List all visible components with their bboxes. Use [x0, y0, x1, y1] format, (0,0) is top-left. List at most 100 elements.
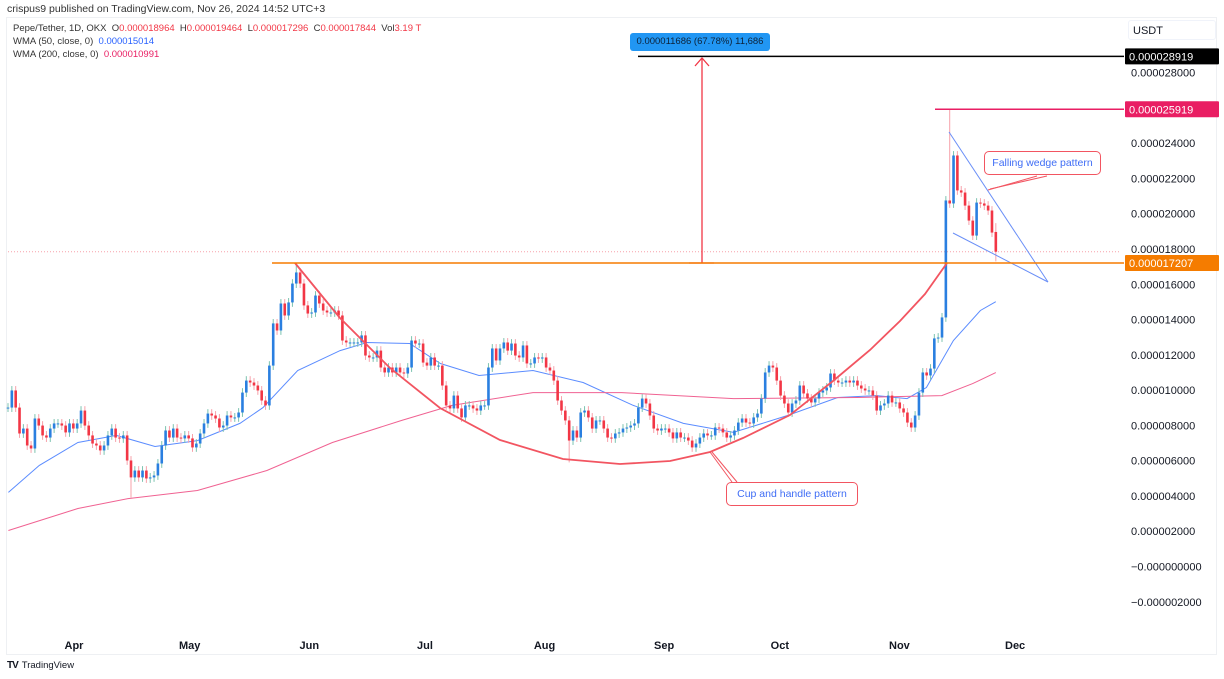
candle-down: [14, 390, 17, 408]
falling-wedge-label[interactable]: Falling wedge pattern: [984, 151, 1101, 175]
candle-down: [137, 470, 140, 478]
candle-up: [886, 395, 890, 404]
candle-down: [909, 422, 913, 428]
candle-down: [448, 405, 452, 409]
candle-up: [660, 428, 663, 431]
price-levels[interactable]: 0.000028919 0.000025919 0.000017207: [272, 48, 1219, 271]
candle-up: [467, 405, 471, 407]
candle-up: [202, 423, 206, 434]
candle-down: [60, 423, 64, 426]
candle-down: [318, 295, 321, 304]
candle-down: [321, 303, 325, 311]
candle-up: [33, 418, 37, 449]
wma200-label: WMA (200, close, 0): [13, 49, 99, 60]
candle-up: [371, 357, 375, 359]
candle-up: [675, 432, 679, 439]
wedge-lower-line[interactable]: [952, 232, 1049, 283]
candle-up: [152, 475, 156, 478]
axes[interactable]: 0.000028000 0.000024000 0.000022000 0.00002…: [65, 68, 1202, 652]
y-tick-label: 0.000010000: [1131, 385, 1195, 397]
candle-down: [175, 428, 179, 438]
candle-down: [337, 310, 340, 316]
y-tick-label: 0.000018000: [1131, 244, 1195, 256]
wma50-row[interactable]: WMA (50, close, 0) 0.000015014: [13, 35, 421, 48]
candle-down: [306, 305, 310, 314]
measure-label[interactable]: 0.000011686 (67.78%) 11,686: [630, 33, 770, 51]
candle-down: [906, 412, 909, 423]
candle-down: [514, 343, 517, 356]
high-price-label: 0.000025919: [1129, 104, 1193, 116]
candle-down: [690, 440, 694, 448]
candle-down: [118, 437, 121, 439]
candle-up: [410, 340, 413, 368]
y-tick-label: 0.000028000: [1131, 68, 1195, 80]
candle-up: [694, 443, 698, 448]
candle-down: [602, 420, 606, 429]
candle-up: [6, 407, 10, 409]
candle-down: [706, 433, 709, 436]
tradingview-logo[interactable]: TV TradingView: [7, 660, 74, 671]
candle-down: [229, 415, 233, 418]
candle-up: [387, 367, 390, 373]
wma50-line: [8, 301, 997, 493]
candle-up: [164, 430, 167, 446]
y-tick-label: 0.000022000: [1131, 173, 1195, 185]
support-price-badge: [1125, 254, 1219, 271]
wma200-row[interactable]: WMA (200, close, 0) 0.000010991: [13, 48, 421, 61]
candle-up: [52, 423, 56, 429]
x-tick-label: Oct: [771, 640, 790, 652]
candle-up: [22, 428, 25, 434]
candle-down: [275, 323, 279, 331]
candle-up: [921, 372, 925, 393]
candle-up: [740, 418, 744, 423]
drawings[interactable]: [294, 57, 1049, 483]
x-tick-label: May: [179, 640, 201, 652]
tradingview-wordmark: TradingView: [21, 660, 75, 671]
x-tick-label: Aug: [534, 640, 555, 652]
cup-curve[interactable]: [294, 262, 948, 465]
candle-down: [982, 203, 986, 206]
candle-down: [606, 428, 609, 438]
candle-up: [633, 423, 636, 426]
candle-down: [890, 395, 894, 403]
candle-up: [479, 405, 483, 411]
candle-up: [756, 413, 759, 418]
y-tick-label: −0.000000000: [1131, 562, 1202, 574]
close-value: 0.000017844: [320, 23, 376, 34]
y-tick-label: −0.000002000: [1131, 597, 1202, 609]
candle-up: [613, 433, 617, 439]
x-tick-label: Jun: [299, 640, 319, 652]
candle-down: [587, 410, 590, 418]
x-tick-label: Apr: [65, 640, 85, 652]
candle-up: [356, 342, 360, 344]
wma200-line: [8, 372, 997, 531]
candle-up: [883, 403, 886, 406]
candle-up: [929, 368, 932, 376]
y-tick-label: 0.000020000: [1131, 209, 1195, 221]
wma50-value: 0.000015014: [98, 36, 155, 47]
candle-up: [736, 422, 740, 431]
cup-resistance-diagonal[interactable]: [294, 262, 341, 319]
cup-and-handle-label[interactable]: Cup and handle pattern: [726, 482, 858, 506]
candle-down: [218, 418, 221, 428]
symbol-label[interactable]: Pepe/Tether, 1D, OKX: [13, 23, 107, 34]
low-label: L: [247, 23, 253, 34]
candle-down: [444, 385, 448, 406]
candle-up: [933, 338, 936, 369]
currency-selector[interactable]: USDT: [1128, 20, 1216, 40]
candle-down: [771, 365, 775, 368]
candle-up: [798, 385, 802, 401]
candle-down: [863, 388, 867, 391]
candle-up: [663, 428, 667, 430]
candle-up: [245, 380, 248, 393]
candle-down: [656, 428, 659, 431]
x-tick-label: Nov: [889, 640, 911, 652]
candle-down: [560, 400, 563, 411]
y-tick-label: 0.000024000: [1131, 138, 1195, 150]
wedge-upper-line[interactable]: [948, 131, 1049, 283]
candle-down: [25, 428, 29, 446]
candle-down: [786, 403, 790, 413]
candle-down: [590, 417, 594, 429]
candle-up: [314, 295, 317, 313]
